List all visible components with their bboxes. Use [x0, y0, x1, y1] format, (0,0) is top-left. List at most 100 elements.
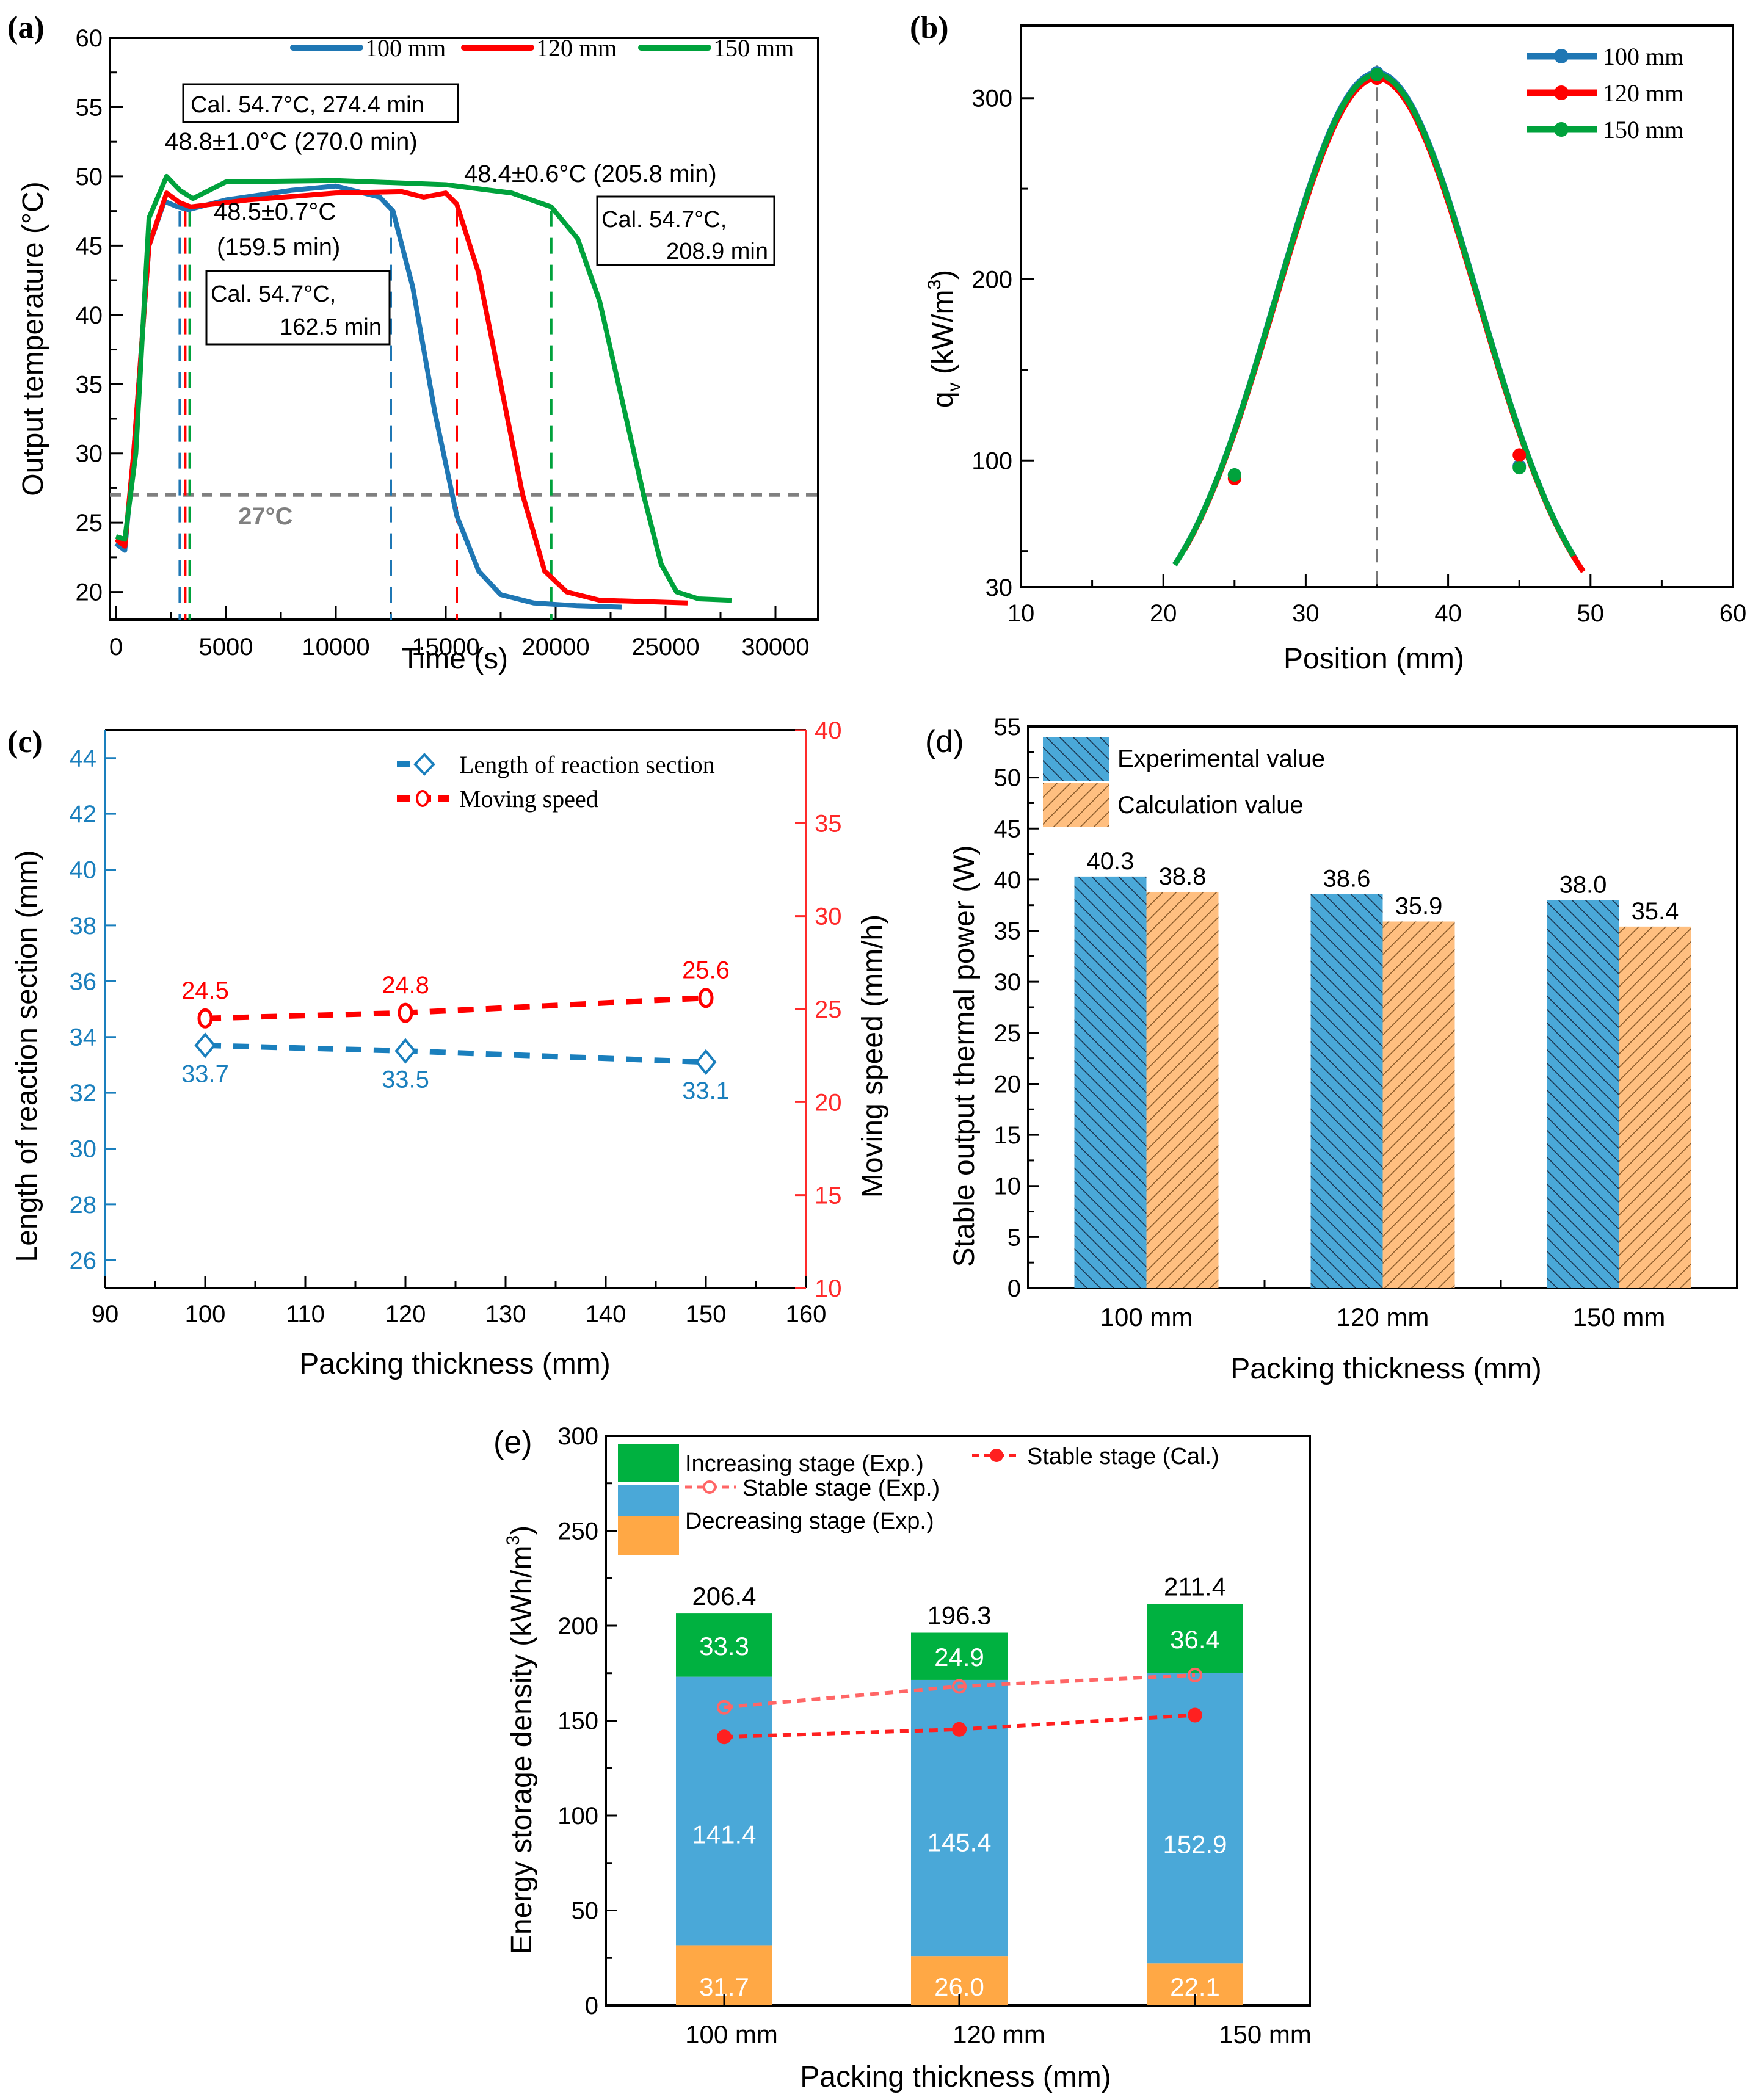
annotation-text: (159.5 min): [217, 234, 340, 261]
y-tick-label: 60: [76, 25, 103, 52]
total-value-label: 196.3: [927, 1601, 991, 1630]
open-circle-marker: [952, 1679, 967, 1694]
series-line-100-mm: [1172, 70, 1579, 567]
x-tick-label: 20000: [521, 634, 589, 661]
panel-a-label: (a): [7, 10, 45, 45]
x-tick-label: 160: [786, 1301, 827, 1328]
panel-d-bar-chart: (d) 0 5 10 15 20 25 30 35 40 45 50 55 100 mm 40.3 38.8…: [925, 714, 1738, 1385]
legend-label: Moving speed: [459, 785, 598, 813]
bar-value-label: 40.3: [1087, 848, 1135, 875]
x-tick-label: 10: [1008, 600, 1035, 627]
y-tick-label: 45: [994, 816, 1022, 842]
bar-calculation: [1619, 926, 1691, 1288]
bar-calculation: [1146, 891, 1219, 1288]
legend-marker: [1554, 85, 1569, 100]
y-tick-label: 0: [1008, 1275, 1021, 1302]
legend-swatch: [1043, 737, 1109, 781]
legend-marker: [1554, 49, 1569, 63]
circle-marker: [197, 1008, 213, 1029]
series-line-150-mm: [115, 173, 732, 603]
left-y-tick-label: 30: [70, 1136, 97, 1163]
x-tick-label: 130: [485, 1301, 526, 1328]
legend-label: 120 mm: [536, 34, 617, 62]
y-tick-label: 45: [76, 233, 103, 259]
right-y-tick-label: 35: [815, 810, 842, 837]
annotation-text: 48.8±1.0°C (270.0 min): [165, 128, 418, 155]
legend-marker: [990, 1449, 1003, 1462]
y-tick-label: 200: [557, 1613, 598, 1640]
annotation-text: Cal. 54.7°C,: [211, 281, 336, 307]
segment-value-label: 33.3: [699, 1632, 749, 1660]
series-line-120-mm: [1182, 75, 1586, 573]
data-label: 33.5: [382, 1066, 429, 1093]
panel-d-label: (d): [925, 724, 964, 759]
legend-label: 150 mm: [1603, 116, 1683, 143]
bar-value-label: 38.6: [1323, 865, 1371, 892]
x-tick-label: 0: [109, 634, 123, 661]
y-tick-label: 300: [557, 1423, 598, 1450]
x-tick-label: 30000: [741, 634, 809, 661]
left-y-tick-label: 42: [70, 801, 97, 828]
legend-label: Calculation value: [1117, 792, 1304, 819]
plot-frame: [109, 37, 819, 621]
data-label: 24.8: [382, 972, 429, 999]
panel-a-x-axis-label: Time (s): [402, 643, 508, 675]
panel-e-y-axis-label: Energy storage density (kWh/m3): [503, 1526, 538, 1954]
y-tick-label: 50: [76, 164, 103, 190]
panel-c-right-y-axis-label: Moving speed (mm/h): [857, 914, 889, 1198]
line-series-exp: [724, 1673, 1196, 1709]
diamond-marker: [695, 1049, 717, 1075]
legend-marker: [703, 1480, 716, 1494]
x-tick-label: 20: [1150, 600, 1177, 627]
left-y-tick-label: 40: [70, 857, 97, 884]
x-tick-label: 100 mm: [685, 2020, 778, 2049]
y-tick-label: 150: [557, 1708, 598, 1735]
panel-e-stacked-bar-chart: (e) 05010015020025030031.7141.433.3206.4…: [493, 1423, 1312, 2093]
y-tick-label: 0: [585, 1993, 598, 2019]
x-tick-label: 120 mm: [953, 2020, 1045, 2049]
y-tick-label: 40: [994, 867, 1022, 894]
legend-label: 100 mm: [365, 34, 446, 62]
legend-label: 100 mm: [1603, 43, 1683, 70]
annotation-box: [596, 195, 775, 266]
x-tick-label: 30: [1292, 600, 1320, 627]
y-tick-label: 20: [994, 1071, 1022, 1098]
right-y-tick-label: 40: [815, 717, 842, 744]
data-label: 33.7: [181, 1060, 229, 1087]
left-y-tick-label: 32: [70, 1080, 97, 1107]
y-tick-label: 200: [971, 266, 1012, 293]
panel-a-y-axis-label: Output temperature (°C): [17, 181, 49, 496]
open-circle-marker: [717, 1700, 732, 1715]
bar-value-label: 35.9: [1395, 892, 1443, 919]
y-tick-label: 10: [994, 1173, 1022, 1200]
panel-d-y-axis-label: Stable output thermal power (W): [948, 845, 981, 1267]
circle-marker: [698, 988, 714, 1008]
annotation-text: 48.5±0.7°C: [214, 198, 336, 225]
segment-value-label: 36.4: [1170, 1625, 1220, 1654]
y-tick-label: 250: [557, 1518, 598, 1545]
annotation-text: Cal. 54.7°C,: [601, 207, 727, 233]
x-tick-label: 100: [185, 1301, 226, 1328]
x-tick-label: 25000: [631, 634, 699, 661]
data-point: [1227, 468, 1241, 482]
panel-b-heat-source-chart: (b) 10 20 30 40 50 60 30 100 200 300 100 mm 120 mm 1…: [910, 10, 1746, 675]
stacked-bar-segment: [1147, 1604, 1243, 1673]
stacked-bar-segment: [676, 1676, 772, 1946]
panel-d-x-axis-label: Packing thickness (mm): [1230, 1353, 1541, 1385]
y-tick-label: 40: [76, 302, 103, 329]
annotation-text: 48.4±0.6°C (205.8 min): [464, 161, 717, 187]
left-y-tick-label: 28: [70, 1192, 97, 1218]
x-tick-label: 150: [686, 1301, 727, 1328]
annotation-text: 162.5 min: [280, 314, 382, 340]
legend-marker: [416, 790, 429, 807]
y-tick-label: 5: [1008, 1224, 1021, 1251]
x-tick-label: 110: [286, 1301, 325, 1328]
y-tick-label: 15: [994, 1122, 1022, 1149]
y-tick-label: 30: [76, 441, 103, 468]
stacked-bar-segment: [911, 1679, 1008, 1957]
panel-b-y-axis-label: qv (kW/m3): [924, 270, 964, 408]
x-tick-label: 50: [1577, 600, 1605, 627]
legend-swatch: [1043, 783, 1109, 827]
x-tick-label: 120 mm: [1337, 1303, 1429, 1331]
series-line-100-mm: [114, 183, 622, 610]
